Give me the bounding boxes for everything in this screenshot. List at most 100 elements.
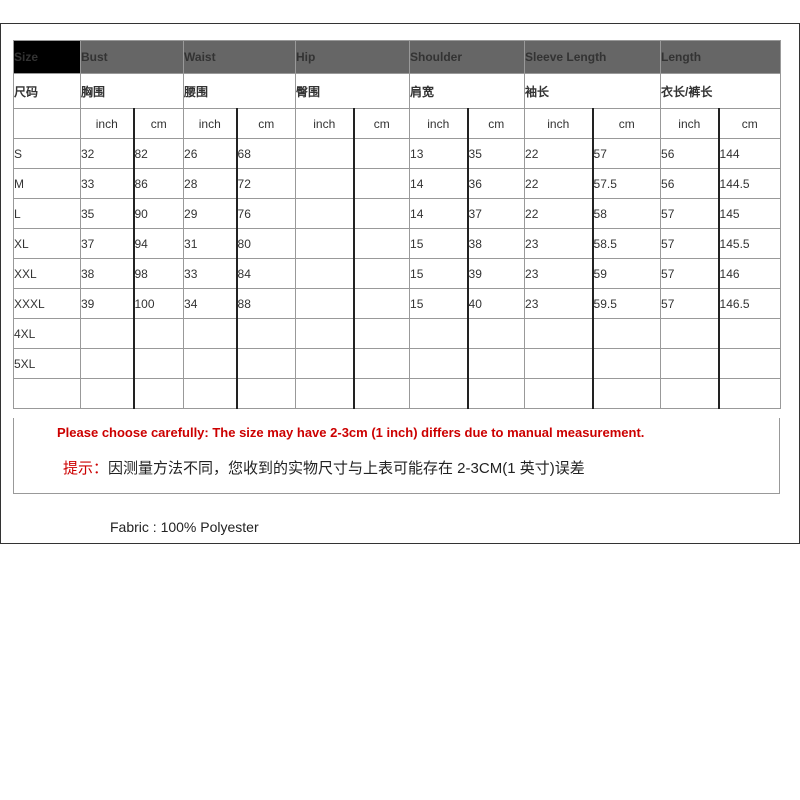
table-cell [80, 318, 134, 349]
table-cell: S [13, 138, 81, 169]
table-cell [660, 318, 720, 349]
table-cell: Waist [183, 40, 297, 74]
table-cell [352, 258, 411, 289]
table-cell: 146 [717, 258, 782, 289]
table-cell: 68 [235, 138, 297, 169]
table-cell: cm [717, 108, 782, 139]
table-cell: 38 [466, 228, 526, 259]
table-cell [409, 318, 469, 349]
table-cell: 39 [80, 288, 134, 319]
table-cell: 36 [466, 168, 526, 199]
table-row: XL 37 94 31 80 15 38 23 58.5 57 145.5 [13, 228, 782, 259]
table-row: M 33 86 28 72 14 36 22 57.5 56 144.5 [13, 168, 782, 199]
table-cell [295, 198, 355, 229]
table-cell: Shoulder [409, 40, 526, 74]
table-cell: 22 [524, 138, 594, 169]
table-cell [591, 378, 662, 409]
table-cell [660, 378, 720, 409]
table-cell: 37 [466, 198, 526, 229]
table-cell: 29 [183, 198, 238, 229]
table-cell: 90 [132, 198, 185, 229]
table-cell: inch [660, 108, 720, 139]
table-cell [183, 378, 238, 409]
table-cell: Size [13, 40, 81, 74]
table-cell [352, 378, 411, 409]
table-row: 5XL [13, 348, 782, 379]
table-cell: 14 [409, 198, 469, 229]
table-cell: 56 [660, 168, 720, 199]
table-cell: 57 [660, 228, 720, 259]
table-cell [591, 318, 662, 349]
note-chinese: 提示：因测量方法不同，您收到的实物尺寸与上表可能存在 2-3CM(1 英寸)误差 [63, 457, 585, 478]
table-cell [352, 318, 411, 349]
table-cell [295, 348, 355, 379]
header-row-cn: 尺码 胸围 腰围 臀围 肩宽 袖长 衣长/裤长 [13, 73, 782, 109]
table-cell: 37 [80, 228, 134, 259]
table-row [13, 378, 782, 409]
table-cell: inch [295, 108, 355, 139]
table-cell: 35 [466, 138, 526, 169]
table-cell: XXL [13, 258, 81, 289]
table-cell [660, 348, 720, 379]
table-cell [409, 348, 469, 379]
table-cell: inch [80, 108, 134, 139]
table-cell [717, 318, 782, 349]
table-cell: 32 [80, 138, 134, 169]
table-cell [524, 378, 594, 409]
table-cell: 57 [660, 258, 720, 289]
table-cell: 57 [660, 198, 720, 229]
table-cell [524, 348, 594, 379]
table-cell: 39 [466, 258, 526, 289]
table-cell: Sleeve Length [524, 40, 662, 74]
table-cell [466, 318, 526, 349]
table-cell [235, 348, 297, 379]
table-cell: XXXL [13, 288, 81, 319]
table-cell [183, 348, 238, 379]
table-cell: 袖长 [524, 73, 662, 109]
table-cell [13, 378, 81, 409]
table-cell: Bust [79, 40, 185, 74]
table-cell: 56 [660, 138, 720, 169]
table-cell: 胸围 [79, 73, 185, 109]
table-cell: 臀围 [295, 73, 411, 109]
table-cell: 13 [409, 138, 469, 169]
table-cell: 14 [409, 168, 469, 199]
table-row: L 35 90 29 76 14 37 22 58 57 145 [13, 198, 782, 229]
table-cell: 57 [660, 288, 720, 319]
table-cell: 22 [524, 198, 594, 229]
table-cell: 肩宽 [409, 73, 526, 109]
table-cell: 23 [524, 228, 594, 259]
table-cell [295, 228, 355, 259]
table-cell [295, 258, 355, 289]
table-cell: 145 [717, 198, 782, 229]
table-cell: 144.5 [717, 168, 782, 199]
size-chart-table: Size Bust Waist Hip Shoulder Sleeve Length Len… [13, 40, 782, 409]
table-cell [409, 378, 469, 409]
fabric-info: Fabric : 100% Polyester [110, 519, 259, 535]
table-cell: 146.5 [717, 288, 782, 319]
table-cell: cm [591, 108, 662, 139]
table-cell: 33 [183, 258, 238, 289]
table-cell [466, 348, 526, 379]
table-cell: 144 [717, 138, 782, 169]
units-row: inch cm inch cm inch cm inch cm inch cm inch cm [13, 108, 782, 139]
table-cell [591, 348, 662, 379]
table-cell: 38 [80, 258, 134, 289]
table-cell [717, 378, 782, 409]
table-cell [132, 378, 185, 409]
table-cell [352, 288, 411, 319]
table-cell: 80 [235, 228, 297, 259]
table-cell: 34 [183, 288, 238, 319]
table-cell: cm [466, 108, 526, 139]
table-cell [235, 318, 297, 349]
table-cell: 59.5 [591, 288, 662, 319]
table-row: XXL 38 98 33 84 15 39 23 59 57 146 [13, 258, 782, 289]
table-row: S 32 82 26 68 13 35 22 57 56 144 [13, 138, 782, 169]
table-cell: 31 [183, 228, 238, 259]
table-cell: cm [352, 108, 411, 139]
table-cell [132, 318, 185, 349]
table-cell: 94 [132, 228, 185, 259]
table-cell: 58 [591, 198, 662, 229]
table-cell [13, 108, 81, 139]
table-cell: 5XL [13, 348, 81, 379]
